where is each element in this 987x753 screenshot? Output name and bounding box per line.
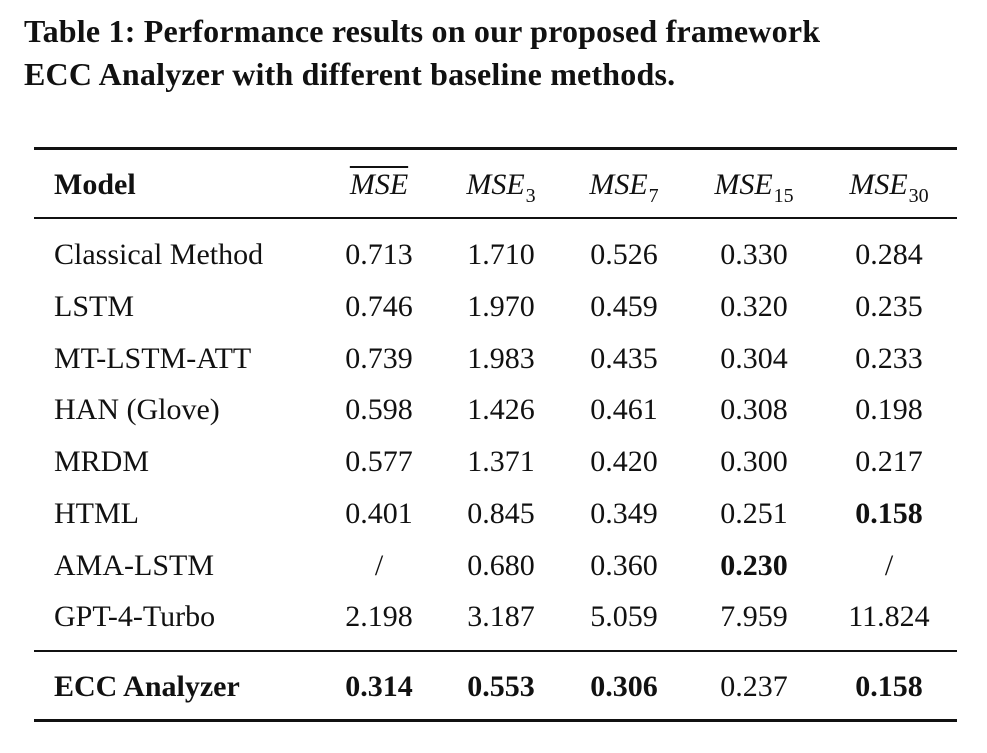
final-model-name: ECC Analyzer [54, 670, 240, 703]
table-row: AMA-LSTM / 0.680 0.360 0.230 / [0, 546, 987, 586]
final-row: ECC Analyzer 0.314 0.553 0.306 0.237 0.1… [0, 667, 987, 707]
value-mse30-best: 0.158 [855, 497, 923, 530]
value-mse: 0.739 [345, 342, 413, 375]
value-mse3: 1.426 [467, 393, 535, 426]
final-value-mse3: 0.553 [467, 670, 535, 703]
value-mse30: / [884, 549, 894, 582]
model-name: Classical Method [54, 238, 264, 271]
final-value-mse7: 0.306 [590, 670, 658, 703]
model-name: MRDM [54, 445, 150, 478]
value-mse7: 0.526 [590, 238, 658, 271]
value-mse30: 0.217 [855, 445, 923, 478]
table-row: MT-LSTM-ATT 0.739 1.983 0.435 0.304 0.23… [0, 339, 987, 379]
header-mse-3: MSE3 [466, 168, 536, 207]
value-mse7: 0.420 [590, 445, 658, 478]
model-name: LSTM [54, 290, 135, 323]
table-row: Classical Method 0.713 1.710 0.526 0.330… [0, 235, 987, 275]
header-mse-30: MSE30 [849, 168, 929, 207]
value-mse15: 0.251 [720, 497, 788, 530]
table-row: HTML 0.401 0.845 0.349 0.251 0.158 [0, 494, 987, 534]
value-mse: 0.713 [345, 238, 413, 271]
value-mse15: 0.320 [720, 290, 788, 323]
header-mse-mean: MSE [349, 168, 409, 201]
value-mse30: 0.198 [855, 393, 923, 426]
final-row-rule [34, 650, 957, 652]
model-name: MT-LSTM-ATT [54, 342, 252, 375]
table-row: MRDM 0.577 1.371 0.420 0.300 0.217 [0, 442, 987, 482]
table-row: GPT-4-Turbo 2.198 3.187 5.059 7.959 11.8… [0, 597, 987, 637]
value-mse3: 0.845 [467, 497, 535, 530]
value-mse30: 11.824 [848, 600, 930, 633]
value-mse7: 0.461 [590, 393, 658, 426]
value-mse15: 0.330 [720, 238, 788, 271]
final-value-mse: 0.314 [345, 670, 413, 703]
value-mse3: 1.710 [467, 238, 535, 271]
table-caption: Table 1: Performance results on our prop… [24, 10, 974, 96]
value-mse15: 0.304 [720, 342, 788, 375]
value-mse: / [374, 549, 384, 582]
value-mse15-best: 0.230 [720, 549, 788, 582]
model-name: AMA-LSTM [54, 549, 215, 582]
value-mse30: 0.233 [855, 342, 923, 375]
value-mse3: 0.680 [467, 549, 535, 582]
final-value-mse15: 0.237 [720, 670, 788, 703]
value-mse15: 7.959 [720, 600, 788, 633]
value-mse3: 1.983 [467, 342, 535, 375]
value-mse7: 0.349 [590, 497, 658, 530]
table-row: HAN (Glove) 0.598 1.426 0.461 0.308 0.19… [0, 390, 987, 430]
table-row: LSTM 0.746 1.970 0.459 0.320 0.235 [0, 287, 987, 327]
value-mse: 0.577 [345, 445, 413, 478]
value-mse15: 0.308 [720, 393, 788, 426]
header-mse-7: MSE7 [589, 168, 659, 207]
model-name: GPT-4-Turbo [54, 600, 216, 633]
value-mse3: 3.187 [467, 600, 535, 633]
value-mse7: 0.435 [590, 342, 658, 375]
header-row: Model MSE MSE3 MSE7 MSE15 MSE30 [0, 165, 987, 207]
header-mse-15: MSE15 [714, 168, 794, 207]
final-value-mse30: 0.158 [855, 670, 923, 703]
value-mse7: 0.459 [590, 290, 658, 323]
top-rule [34, 147, 957, 150]
value-mse30: 0.284 [855, 238, 923, 271]
caption-line-1: Table 1: Performance results on our prop… [24, 13, 821, 49]
value-mse15: 0.300 [720, 445, 788, 478]
value-mse7: 0.360 [590, 549, 658, 582]
value-mse: 0.401 [345, 497, 413, 530]
header-rule [34, 217, 957, 219]
caption-line-2: ECC Analyzer with different baseline met… [24, 56, 676, 92]
bottom-rule [34, 719, 957, 722]
model-name: HAN (Glove) [54, 393, 220, 426]
value-mse: 0.746 [345, 290, 413, 323]
model-name: HTML [54, 497, 139, 530]
value-mse7: 5.059 [590, 600, 658, 633]
value-mse: 0.598 [345, 393, 413, 426]
value-mse3: 1.371 [467, 445, 535, 478]
value-mse3: 1.970 [467, 290, 535, 323]
value-mse: 2.198 [345, 600, 413, 633]
header-model: Model [54, 168, 136, 201]
value-mse30: 0.235 [855, 290, 923, 323]
